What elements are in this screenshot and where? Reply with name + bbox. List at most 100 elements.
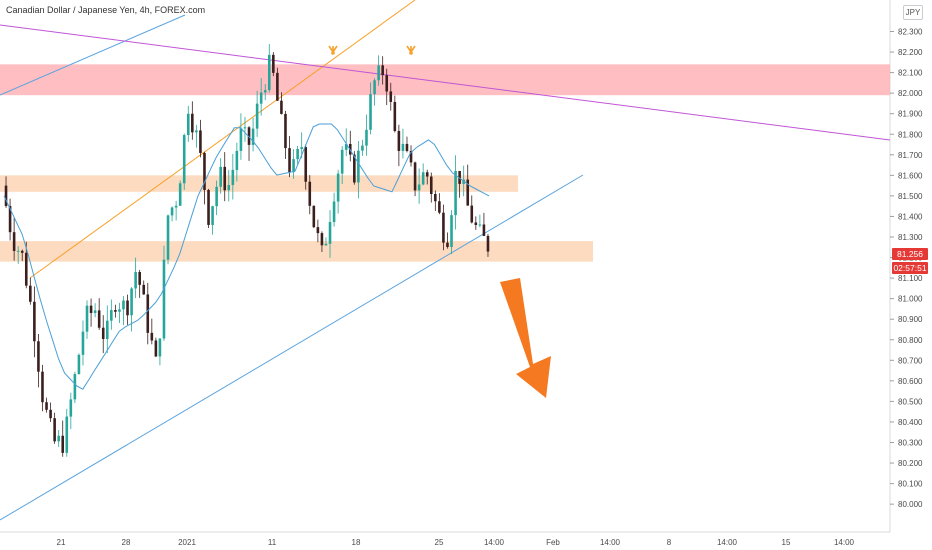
orange-trendline[interactable] bbox=[29, 0, 416, 279]
currency-badge[interactable]: JPY bbox=[903, 5, 923, 20]
moving-average-line bbox=[3, 123, 490, 390]
x-tick-label: 18 bbox=[352, 538, 361, 547]
candle-body bbox=[37, 341, 40, 372]
candle-body bbox=[239, 128, 243, 151]
candle-body bbox=[12, 232, 16, 251]
candle-body bbox=[296, 148, 299, 160]
descending-resistance-line[interactable] bbox=[0, 24, 891, 141]
candle-body bbox=[114, 310, 117, 312]
candle-body bbox=[243, 127, 247, 129]
candlestick-series bbox=[4, 44, 490, 457]
candle-body bbox=[413, 162, 417, 191]
candle-body bbox=[162, 259, 166, 339]
candle-body bbox=[474, 222, 478, 225]
candle-body bbox=[101, 327, 105, 339]
upper-support-zone[interactable] bbox=[0, 175, 518, 192]
last-price-label: 81.256 bbox=[897, 249, 923, 259]
y-tick-label: 81.900 bbox=[898, 110, 923, 119]
candle-body bbox=[186, 113, 190, 136]
candle-body bbox=[195, 130, 198, 133]
candle-body bbox=[203, 152, 206, 190]
candle-body bbox=[45, 402, 48, 410]
candle-body bbox=[425, 172, 429, 177]
candle-body bbox=[207, 189, 210, 225]
y-tick-label: 81.100 bbox=[898, 274, 923, 283]
x-tick-label: 25 bbox=[435, 538, 444, 547]
channel-upper-trendline[interactable] bbox=[0, 14, 186, 96]
candle-body bbox=[357, 150, 360, 183]
y-tick-label: 80.200 bbox=[898, 459, 923, 468]
ascending-trendline[interactable] bbox=[0, 174, 584, 521]
candle-body bbox=[16, 250, 20, 252]
candle-body bbox=[267, 54, 271, 91]
candle-body bbox=[97, 310, 101, 328]
y-tick-label: 80.800 bbox=[898, 336, 923, 345]
candle-body bbox=[110, 310, 113, 321]
candle-body bbox=[397, 130, 401, 151]
candle-body bbox=[263, 90, 267, 93]
candle-body bbox=[174, 205, 178, 208]
candle-body bbox=[478, 224, 482, 226]
y-tick-label: 80.400 bbox=[898, 418, 923, 427]
candle-body bbox=[166, 215, 170, 260]
candle-body bbox=[247, 127, 251, 145]
candle-body bbox=[409, 150, 413, 163]
time-axis-bg[interactable] bbox=[0, 533, 890, 550]
candle-body bbox=[470, 205, 474, 223]
candle-body bbox=[89, 305, 93, 313]
candle-body bbox=[126, 300, 129, 316]
x-tick-label: 21 bbox=[57, 538, 66, 547]
candle-body bbox=[458, 171, 461, 184]
candle-body bbox=[146, 294, 150, 333]
candle-body bbox=[284, 113, 287, 149]
candle-body bbox=[122, 300, 125, 310]
candle-body bbox=[81, 331, 85, 355]
candle-body bbox=[33, 301, 36, 342]
candle-body bbox=[105, 320, 109, 339]
candle-body bbox=[272, 54, 275, 73]
resistance-zone[interactable] bbox=[0, 64, 890, 96]
x-tick-label: 28 bbox=[122, 538, 131, 547]
x-tick-label: 11 bbox=[268, 538, 277, 547]
candle-body bbox=[211, 206, 214, 225]
y-tick-label: 81.800 bbox=[898, 130, 923, 139]
x-tick-label: Feb bbox=[546, 538, 560, 547]
candle-body bbox=[276, 72, 279, 101]
candle-body bbox=[361, 145, 364, 151]
bar-countdown-label: 02:57:51 bbox=[893, 263, 926, 273]
candle-body bbox=[24, 252, 28, 286]
y-tick-label: 80.300 bbox=[898, 439, 923, 448]
candle-body bbox=[8, 205, 12, 233]
x-tick-label: 8 bbox=[667, 538, 672, 547]
candle-body bbox=[231, 169, 235, 185]
candle-body bbox=[158, 338, 162, 357]
x-tick-label: 14:00 bbox=[717, 538, 738, 547]
candle-body bbox=[434, 194, 437, 202]
candle-body bbox=[178, 183, 182, 206]
lower-support-zone[interactable] bbox=[0, 241, 593, 262]
candle-body bbox=[353, 154, 356, 183]
candle-body bbox=[4, 185, 8, 206]
bearish-arrow-icon bbox=[500, 278, 551, 398]
last-price-tag bbox=[892, 248, 928, 260]
candle-body bbox=[304, 147, 308, 182]
candle-body bbox=[223, 166, 227, 191]
candle-body bbox=[389, 91, 393, 102]
y-tick-label: 81.300 bbox=[898, 233, 923, 242]
candle-body bbox=[405, 143, 409, 151]
candle-body bbox=[454, 171, 457, 216]
candle-body bbox=[429, 176, 433, 195]
candle-body bbox=[77, 354, 81, 374]
candle-body bbox=[170, 207, 174, 216]
x-tick-label: 14:00 bbox=[834, 538, 855, 547]
candle-body bbox=[340, 149, 344, 174]
y-tick-label: 80.900 bbox=[898, 315, 923, 324]
candle-body bbox=[393, 101, 397, 131]
candle-body bbox=[328, 222, 332, 244]
candle-body bbox=[373, 80, 376, 95]
y-tick-label: 82.200 bbox=[898, 48, 923, 57]
candle-body bbox=[235, 150, 239, 170]
candle-body bbox=[134, 271, 137, 289]
